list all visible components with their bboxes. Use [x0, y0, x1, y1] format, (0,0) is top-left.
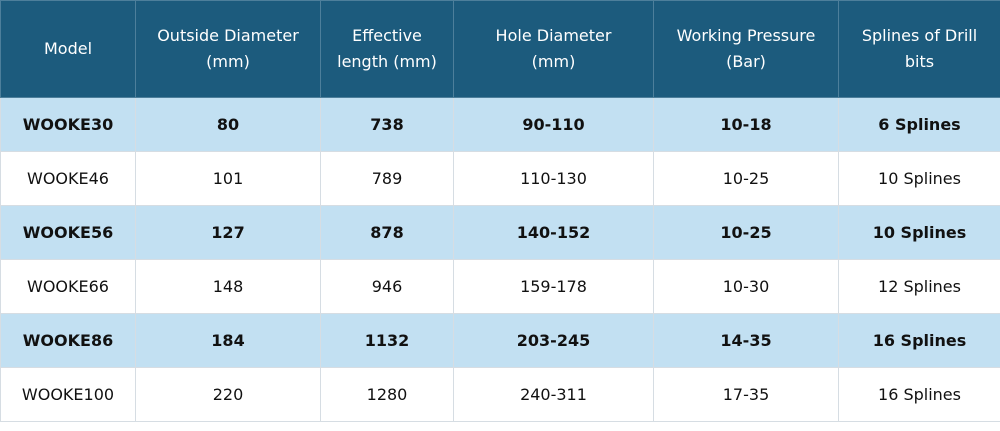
table-cell: 10 Splines	[838, 205, 1000, 260]
header-text: length (mm)	[337, 52, 437, 71]
table-cell: WOOKE86	[0, 313, 136, 368]
table-cell: WOOKE30	[0, 97, 136, 152]
table-cell: 12 Splines	[838, 259, 1000, 314]
header-cell: Working Pressure (Bar)	[653, 0, 839, 98]
header-text: (mm)	[531, 52, 576, 71]
header-text: Splines of Drill	[861, 26, 978, 45]
header-text: (Bar)	[726, 52, 766, 71]
table-row: WOOKE56 127 878 140-152 10-25 10 Splines	[0, 205, 1000, 260]
spec-table: Model Outside Diameter (mm) Effective length…	[0, 0, 1000, 422]
table-cell: 10-18	[653, 97, 839, 152]
table-cell: 10 Splines	[838, 151, 1000, 206]
table-cell: 16 Splines	[838, 313, 1000, 368]
header-cell: Effective length (mm)	[320, 0, 454, 98]
table-cell: 140-152	[453, 205, 654, 260]
header-cell: Hole Diameter (mm)	[453, 0, 654, 98]
header-text: (mm)	[206, 52, 250, 71]
header-text: Working Pressure	[676, 26, 816, 45]
table-row: WOOKE100 220 1280 240-311 17-35 16 Splines	[0, 367, 1000, 422]
header-text: Outside Diameter	[157, 26, 299, 45]
header-row: Model Outside Diameter (mm) Effective length…	[0, 0, 1000, 98]
table-cell: 946	[320, 259, 454, 314]
table-cell: 159-178	[453, 259, 654, 314]
table-cell: 80	[135, 97, 321, 152]
table-cell: 220	[135, 367, 321, 422]
table-cell: 6 Splines	[838, 97, 1000, 152]
table-cell: 10-25	[653, 151, 839, 206]
table-row: WOOKE30 80 738 90-110 10-18 6 Splines	[0, 97, 1000, 152]
table-row: WOOKE86 184 1132 203-245 14-35 16 Splines	[0, 313, 1000, 368]
table-cell: 14-35	[653, 313, 839, 368]
header-text: bits	[904, 52, 935, 71]
table-body: WOOKE30 80 738 90-110 10-18 6 Splines WOOKE46 1…	[0, 97, 1000, 422]
header-cell: Model	[0, 0, 136, 98]
table-row: WOOKE66 148 946 159-178 10-30 12 Splines	[0, 259, 1000, 314]
header-cell: Outside Diameter (mm)	[135, 0, 321, 98]
table-cell: 878	[320, 205, 454, 260]
header-text: Effective	[352, 26, 422, 45]
table-cell: 110-130	[453, 151, 654, 206]
table-cell: WOOKE66	[0, 259, 136, 314]
table-cell: WOOKE56	[0, 205, 136, 260]
table-cell: 127	[135, 205, 321, 260]
table-cell: 17-35	[653, 367, 839, 422]
header-cell: Splines of Drill bits	[838, 0, 1000, 98]
table-cell: WOOKE100	[0, 367, 136, 422]
table-cell: 101	[135, 151, 321, 206]
table-cell: WOOKE46	[0, 151, 136, 206]
table-cell: 240-311	[453, 367, 654, 422]
table-cell: 10-25	[653, 205, 839, 260]
table-cell: 1132	[320, 313, 454, 368]
table-row: WOOKE46 101 789 110-130 10-25 10 Splines	[0, 151, 1000, 206]
header-text: Hole Diameter	[495, 26, 612, 45]
table-cell: 203-245	[453, 313, 654, 368]
table-cell: 789	[320, 151, 454, 206]
table-cell: 16 Splines	[838, 367, 1000, 422]
table-cell: 1280	[320, 367, 454, 422]
table-cell: 10-30	[653, 259, 839, 314]
table-cell: 738	[320, 97, 454, 152]
table-cell: 184	[135, 313, 321, 368]
table-cell: 90-110	[453, 97, 654, 152]
header-text: Model	[43, 39, 93, 58]
table-cell: 148	[135, 259, 321, 314]
